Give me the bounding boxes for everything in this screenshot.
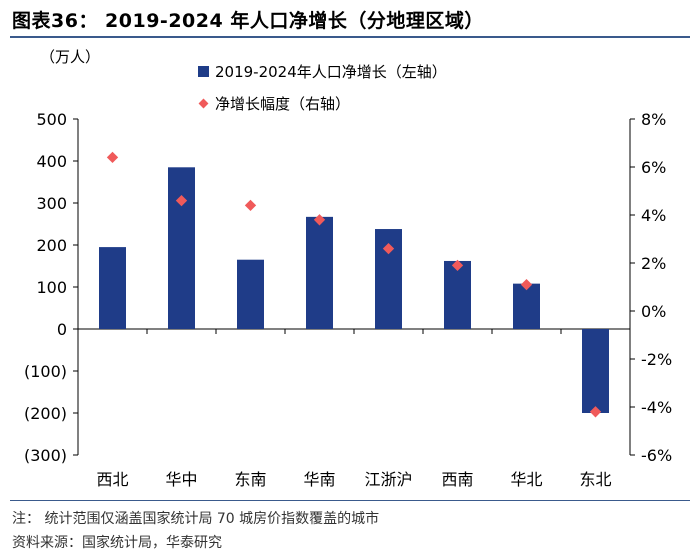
left-axis-tick-label: 0 (57, 320, 67, 339)
category-label: 华中 (165, 470, 197, 489)
footer-divider (10, 500, 690, 501)
legend-marker-label: 净增长幅度（右轴） (215, 95, 350, 113)
category-label: 西南 (441, 470, 473, 489)
bar-8 (582, 329, 609, 413)
legend-bar-label: 2019-2024年人口净增长（左轴） (215, 63, 447, 81)
category-label: 东北 (579, 470, 611, 489)
left-axis-tick-label: 400 (36, 152, 67, 171)
left-axis-tick-label: (100) (24, 362, 67, 381)
left-axis-tick-label: 500 (36, 110, 67, 129)
title-divider (10, 36, 690, 38)
bar-6 (444, 260, 471, 329)
chart-canvas: 500 400 300 200 100 0 (100) (200) (300) （万人） 8% 6% 4… (24, 48, 672, 489)
chart-source: 资料来源：国家统计局，华泰研究 (12, 535, 222, 551)
right-axis-tick-label: 0% (641, 302, 666, 321)
bar-7 (513, 283, 540, 329)
category-label: 东南 (234, 470, 266, 489)
right-axis-tick-label: -4% (641, 398, 672, 417)
chart-note: 注： 统计范围仅涵盖国家统计局 70 城房价指数覆盖的城市 (12, 511, 380, 527)
category-label: 华北 (510, 470, 542, 489)
chart-title: 图表36： 2019-2024 年人口净增长（分地理区域） (12, 10, 484, 32)
bar-4 (306, 216, 333, 329)
right-axis-tick-label: 2% (641, 254, 666, 273)
right-axis-tick-label: 4% (641, 206, 666, 225)
left-axis-tick-label: 200 (36, 236, 67, 255)
bar-3 (237, 259, 264, 329)
right-axis-tick-label: 6% (641, 158, 666, 177)
bar-1 (99, 247, 126, 329)
right-axis-tick-label: -6% (641, 446, 672, 465)
left-axis-tick-label: 100 (36, 278, 67, 297)
marker-5 (382, 242, 395, 255)
marker-3 (244, 199, 257, 212)
marker-6 (451, 259, 464, 272)
bar-2 (168, 167, 195, 329)
marker-4 (313, 214, 326, 226)
left-axis-unit-label: （万人） (40, 48, 100, 66)
left-axis-tick-label: 300 (36, 194, 67, 213)
category-label: 华南 (303, 470, 335, 489)
category-label: 江浙沪 (364, 470, 412, 489)
category-label: 西北 (96, 470, 128, 489)
left-axis-tick-label: (200) (24, 404, 67, 423)
marker-8 (589, 406, 602, 418)
legend-marker-swatch (198, 98, 209, 109)
right-axis-tick-label: 8% (641, 110, 666, 129)
legend-bar-swatch (198, 66, 209, 77)
marker-7 (520, 278, 533, 291)
marker-1 (106, 151, 119, 164)
left-axis-tick-label: (300) (24, 446, 67, 465)
marker-2 (175, 194, 188, 207)
right-axis-tick-label: -2% (641, 350, 672, 369)
